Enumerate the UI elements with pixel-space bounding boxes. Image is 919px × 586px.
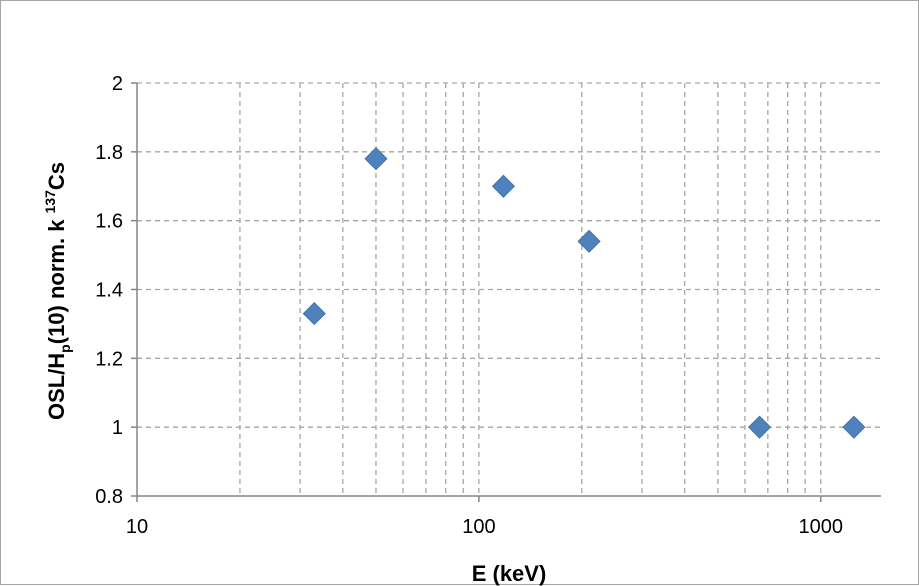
axes: [131, 82, 881, 502]
data-point: [364, 147, 388, 171]
x-tick-label: 100: [462, 516, 495, 538]
y-tick-label: 1: [112, 417, 123, 439]
y-tick-label: 1.4: [95, 280, 123, 302]
data-point: [842, 415, 866, 439]
data-point: [302, 302, 326, 326]
x-tick-label: 1000: [799, 516, 844, 538]
y-axis-title-part2: (10) norm. k: [44, 213, 69, 344]
x-tick-label: 10: [126, 516, 148, 538]
y-tick-label: 1.2: [95, 348, 123, 370]
data-point: [577, 229, 601, 253]
y-tick-label: 2: [112, 73, 123, 95]
y-axis-title: OSL/Hp(10) norm. k 137Cs: [42, 162, 73, 420]
y-axis-title-part1: OSL/H: [44, 353, 69, 420]
y-tick-label: 1.8: [95, 142, 123, 164]
y-tick-label: 0.8: [95, 486, 123, 508]
tick-labels: 0.8 1 1.2 1.4 1.6 1.8 2 10 100 1000: [95, 73, 843, 538]
data-points: [302, 147, 866, 439]
y-tick-label: 1.6: [95, 211, 123, 233]
data-point: [747, 415, 772, 439]
y-axis-title-subscript: p: [57, 344, 73, 353]
data-point: [491, 174, 516, 198]
x-axis-title: E (keV): [472, 561, 547, 586]
y-axis-title-part3: Cs: [44, 162, 69, 190]
y-axis-title-superscript: 137: [42, 190, 58, 214]
grid: [137, 82, 881, 496]
